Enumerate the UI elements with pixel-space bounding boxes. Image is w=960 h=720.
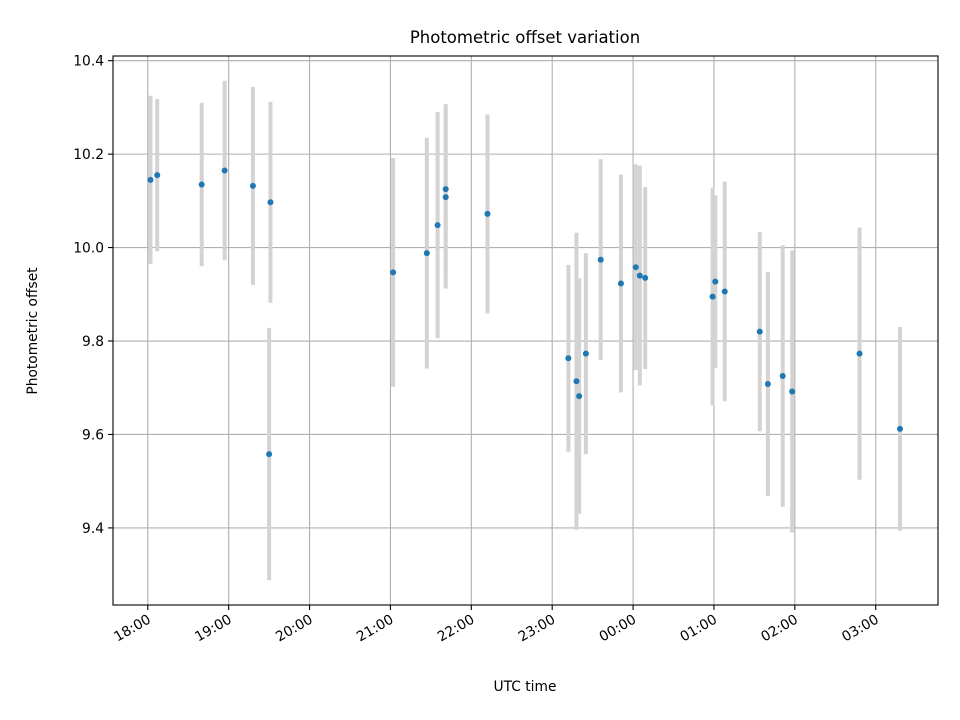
data-point: [266, 451, 273, 458]
data-point: [789, 388, 796, 395]
data-point: [484, 210, 491, 217]
data-point: [896, 425, 903, 432]
y-tick-label: 9.6: [82, 427, 104, 443]
data-point: [597, 256, 604, 263]
data-point: [856, 350, 863, 357]
y-tick-label: 9.4: [82, 521, 104, 537]
plot-area-frame: [112, 55, 939, 606]
data-point: [576, 393, 583, 400]
y-tick-label: 10.4: [73, 54, 104, 70]
data-point: [267, 199, 274, 206]
data-point: [249, 182, 256, 189]
data-point: [573, 378, 580, 385]
y-axis-label: Photometric offset: [25, 267, 41, 395]
y-tick-label: 10.0: [73, 241, 104, 257]
x-axis-label: UTC time: [494, 679, 557, 695]
data-point: [442, 194, 449, 201]
data-point: [636, 272, 643, 279]
data-point: [565, 355, 572, 362]
data-point: [709, 293, 716, 300]
chart-title: Photometric offset variation: [410, 28, 640, 47]
data-point: [642, 274, 649, 281]
data-point: [390, 269, 397, 276]
data-point: [721, 288, 728, 295]
data-point: [764, 380, 771, 387]
data-point: [442, 186, 449, 193]
data-point: [147, 176, 154, 183]
data-point: [756, 328, 763, 335]
data-point: [617, 280, 624, 287]
y-axis-ticks: 9.4 9.6 9.8 10.0 10.2 10.4: [73, 54, 113, 537]
y-tick-label: 9.8: [82, 334, 104, 350]
data-point: [154, 172, 161, 179]
data-point: [434, 222, 441, 229]
data-point: [582, 350, 589, 357]
data-point: [221, 167, 228, 174]
y-tick-label: 10.2: [73, 147, 104, 163]
grid-layer: [113, 56, 938, 605]
data-point: [198, 181, 205, 188]
data-point: [712, 278, 719, 285]
data-point: [779, 373, 786, 380]
data-point: [632, 264, 639, 271]
marker-layer: [147, 167, 903, 458]
data-point: [423, 250, 430, 257]
